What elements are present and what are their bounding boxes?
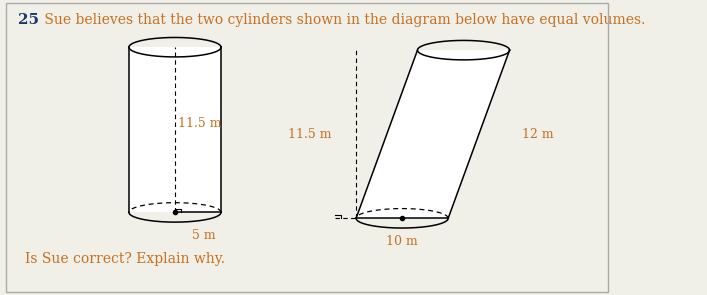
Polygon shape [129, 47, 221, 212]
Text: 11.5 m: 11.5 m [178, 117, 221, 130]
Text: 5 m: 5 m [192, 229, 216, 242]
Text: 11.5 m: 11.5 m [288, 128, 332, 141]
Text: Is Sue correct? Explain why.: Is Sue correct? Explain why. [25, 252, 225, 266]
Text: 12 m: 12 m [522, 128, 554, 141]
Polygon shape [356, 50, 510, 218]
Text: 10 m: 10 m [386, 235, 418, 248]
Text: 25: 25 [18, 13, 40, 27]
Text: Sue believes that the two cylinders shown in the diagram below have equal volume: Sue believes that the two cylinders show… [40, 13, 645, 27]
